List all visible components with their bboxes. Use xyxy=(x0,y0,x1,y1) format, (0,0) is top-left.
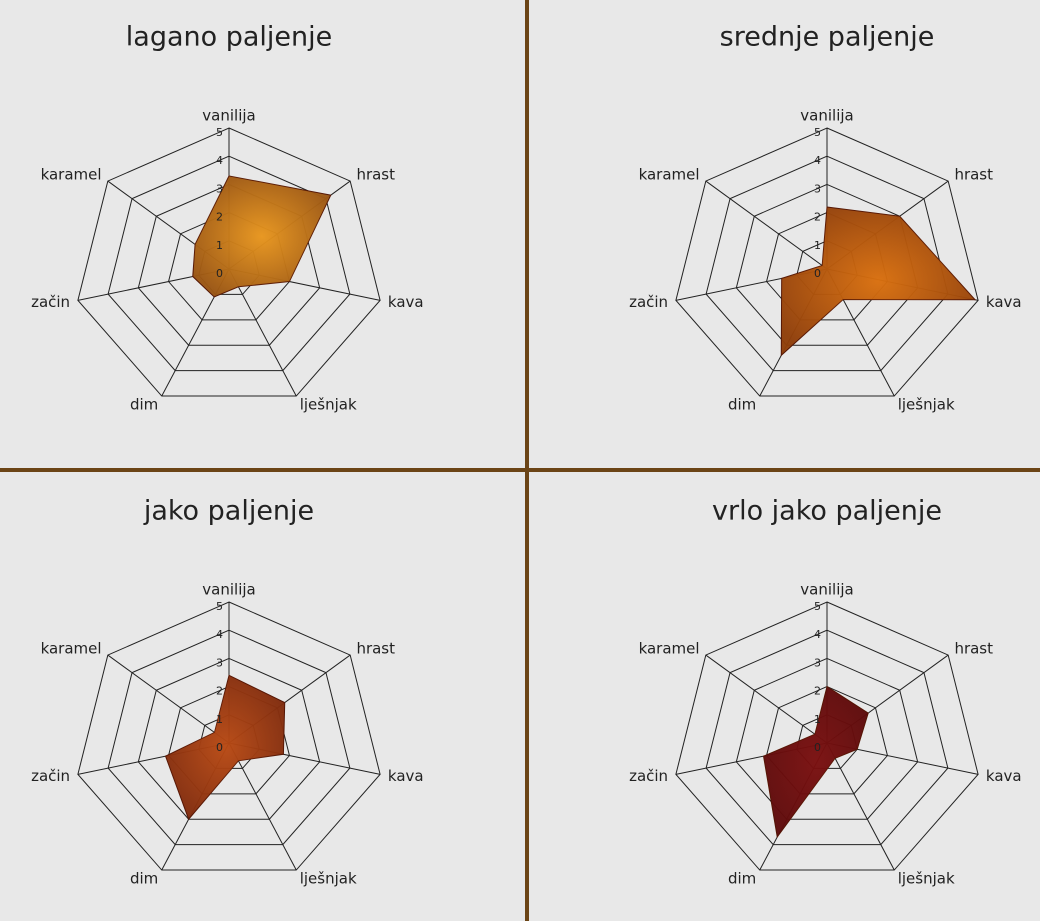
radar-shade xyxy=(763,686,869,838)
category-label: dim xyxy=(728,396,756,414)
chart-title: srednje paljenje xyxy=(720,22,935,53)
r-tick-label: 1 xyxy=(814,713,821,726)
grid-ring xyxy=(675,127,979,397)
category-label: kava xyxy=(986,767,1022,785)
r-tick-label: 3 xyxy=(216,182,223,195)
category-label: dim xyxy=(130,870,158,888)
category-label: karamel xyxy=(41,639,102,657)
category-label: hrast xyxy=(356,639,395,657)
category-label: začin xyxy=(31,767,70,785)
category-label: lješnjak xyxy=(300,870,357,888)
r-tick-label: 2 xyxy=(216,211,223,224)
r-tick-label: 3 xyxy=(814,656,821,669)
r-tick-label: 5 xyxy=(814,126,821,139)
chart-title: lagano paljenje xyxy=(126,22,332,53)
category-label: lješnjak xyxy=(898,396,955,414)
category-label: vanilija xyxy=(202,581,255,599)
r-tick-label: 1 xyxy=(814,239,821,252)
grid-ring xyxy=(766,686,888,795)
radar-shade xyxy=(781,206,976,356)
r-tick-label: 0 xyxy=(814,267,821,280)
r-tick-label: 4 xyxy=(216,628,223,641)
r-tick-label: 2 xyxy=(216,685,223,698)
grid-ring xyxy=(705,629,949,846)
grid-ring xyxy=(107,629,351,846)
category-label: vanilija xyxy=(202,107,255,125)
radar-shade xyxy=(192,175,331,297)
r-tick-label: 5 xyxy=(216,126,223,139)
grid-ring xyxy=(107,155,351,372)
category-label: dim xyxy=(130,396,158,414)
axis-spoke xyxy=(228,742,297,871)
category-label: kava xyxy=(986,293,1022,311)
r-tick-label: 3 xyxy=(216,656,223,669)
r-tick-label: 0 xyxy=(814,741,821,754)
grid-ring xyxy=(675,601,979,871)
chart-title: jako paljenje xyxy=(143,496,314,527)
r-tick-label: 4 xyxy=(216,154,223,167)
category-label: kava xyxy=(388,767,424,785)
r-tick-label: 0 xyxy=(216,267,223,280)
grid-ring xyxy=(705,155,949,372)
r-tick-label: 2 xyxy=(814,685,821,698)
radar-shade xyxy=(165,675,285,820)
category-label: hrast xyxy=(954,639,993,657)
r-tick-label: 1 xyxy=(216,239,223,252)
category-label: začin xyxy=(629,767,668,785)
category-label: karamel xyxy=(41,165,102,183)
r-tick-label: 5 xyxy=(216,600,223,613)
grid-ring xyxy=(735,657,919,820)
category-label: začin xyxy=(629,293,668,311)
chart-title: vrlo jako paljenje xyxy=(712,496,942,527)
r-tick-label: 2 xyxy=(814,211,821,224)
category-label: lješnjak xyxy=(300,396,357,414)
r-tick-label: 1 xyxy=(216,713,223,726)
category-label: začin xyxy=(31,293,70,311)
r-tick-label: 4 xyxy=(814,154,821,167)
category-label: karamel xyxy=(639,165,700,183)
axis-spoke xyxy=(228,268,297,397)
category-label: dim xyxy=(728,870,756,888)
category-label: hrast xyxy=(356,165,395,183)
axis-spoke xyxy=(705,654,828,744)
category-label: lješnjak xyxy=(898,870,955,888)
category-label: karamel xyxy=(639,639,700,657)
category-label: vanilija xyxy=(800,107,853,125)
r-tick-label: 3 xyxy=(814,182,821,195)
r-tick-label: 5 xyxy=(814,600,821,613)
r-tick-label: 4 xyxy=(814,628,821,641)
category-label: kava xyxy=(388,293,424,311)
grid-ring xyxy=(137,657,321,820)
axis-spoke xyxy=(107,654,230,744)
divider-vertical xyxy=(525,0,529,921)
divider-horizontal xyxy=(0,468,1040,472)
r-tick-label: 0 xyxy=(216,741,223,754)
grid-ring xyxy=(77,601,381,871)
axis-spoke xyxy=(705,180,828,270)
category-label: hrast xyxy=(954,165,993,183)
grid-ring xyxy=(77,127,381,397)
category-label: vanilija xyxy=(800,581,853,599)
axis-spoke xyxy=(826,742,895,871)
